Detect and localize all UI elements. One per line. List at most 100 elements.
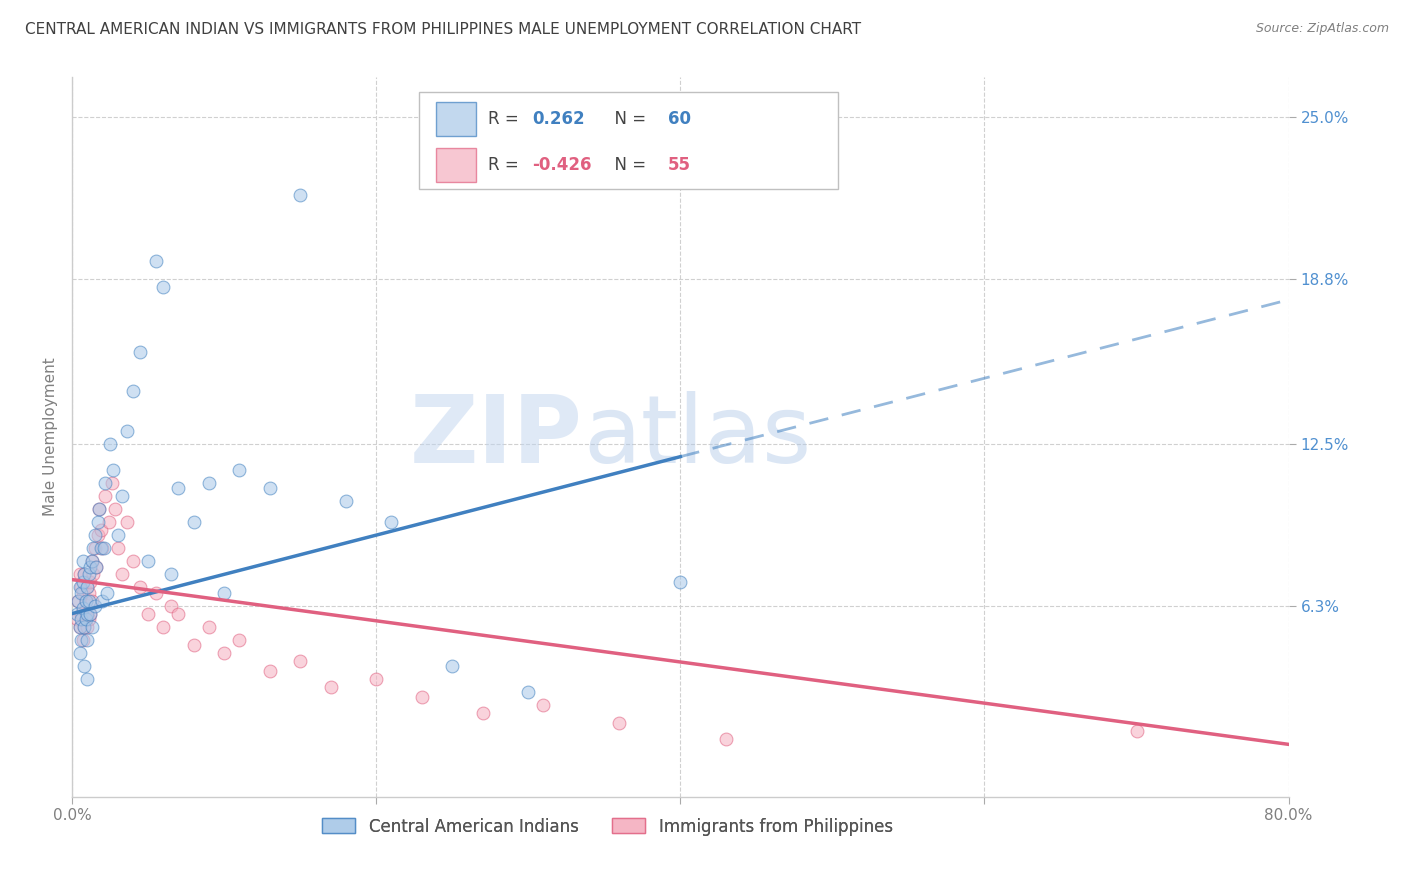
Point xyxy=(145,585,167,599)
Point xyxy=(72,575,94,590)
Point xyxy=(228,463,250,477)
Point xyxy=(115,424,138,438)
Point xyxy=(80,620,103,634)
Text: 0.262: 0.262 xyxy=(531,110,585,128)
Point xyxy=(288,654,311,668)
Point xyxy=(714,732,737,747)
Point xyxy=(69,620,91,634)
Point xyxy=(145,253,167,268)
Point xyxy=(94,475,117,490)
Point xyxy=(212,585,235,599)
Point xyxy=(319,680,342,694)
Point xyxy=(77,567,100,582)
Point xyxy=(90,541,112,556)
Point xyxy=(75,612,97,626)
Point xyxy=(152,620,174,634)
Point xyxy=(65,607,87,621)
Point xyxy=(69,620,91,634)
Point xyxy=(75,593,97,607)
Point xyxy=(75,593,97,607)
Point xyxy=(76,581,98,595)
Point xyxy=(1125,724,1147,739)
Point xyxy=(517,685,540,699)
Point xyxy=(72,554,94,568)
Point xyxy=(76,672,98,686)
Text: ZIP: ZIP xyxy=(411,391,583,483)
Point xyxy=(91,593,114,607)
Point xyxy=(79,607,101,621)
Point xyxy=(73,620,96,634)
Point xyxy=(69,567,91,582)
Text: N =: N = xyxy=(603,110,651,128)
Text: atlas: atlas xyxy=(583,391,811,483)
Point xyxy=(70,632,93,647)
Point xyxy=(73,620,96,634)
Point xyxy=(198,620,221,634)
Point xyxy=(80,554,103,568)
Point xyxy=(69,581,91,595)
Point xyxy=(79,575,101,590)
Point xyxy=(111,567,134,582)
Point xyxy=(152,279,174,293)
Point xyxy=(70,585,93,599)
Point xyxy=(160,567,183,582)
Point xyxy=(471,706,494,720)
Point xyxy=(77,585,100,599)
Point xyxy=(366,672,388,686)
Point xyxy=(89,502,111,516)
Point xyxy=(136,554,159,568)
Y-axis label: Male Unemployment: Male Unemployment xyxy=(44,358,58,516)
Point xyxy=(82,541,104,556)
Point xyxy=(335,494,357,508)
Point xyxy=(70,612,93,626)
Point xyxy=(259,664,281,678)
Point xyxy=(75,607,97,621)
Point xyxy=(76,632,98,647)
Point xyxy=(91,541,114,556)
Text: Source: ZipAtlas.com: Source: ZipAtlas.com xyxy=(1256,22,1389,36)
Point xyxy=(86,559,108,574)
Point xyxy=(259,481,281,495)
Point xyxy=(121,384,143,399)
Point xyxy=(93,541,115,556)
Text: CENTRAL AMERICAN INDIAN VS IMMIGRANTS FROM PHILIPPINES MALE UNEMPLOYMENT CORRELA: CENTRAL AMERICAN INDIAN VS IMMIGRANTS FR… xyxy=(25,22,862,37)
Point xyxy=(100,475,122,490)
Point xyxy=(70,607,93,621)
Point xyxy=(609,716,631,731)
Point xyxy=(72,632,94,647)
Point xyxy=(87,528,110,542)
Point xyxy=(167,481,190,495)
Point xyxy=(183,515,205,529)
Bar xyxy=(436,102,475,136)
Point xyxy=(79,559,101,574)
Point xyxy=(411,690,433,705)
Point xyxy=(121,554,143,568)
Point xyxy=(83,541,105,556)
Point xyxy=(107,541,129,556)
Point xyxy=(77,593,100,607)
Point xyxy=(83,528,105,542)
Point xyxy=(69,646,91,660)
Point xyxy=(98,436,121,450)
Point xyxy=(76,581,98,595)
Point xyxy=(76,620,98,634)
Point xyxy=(101,463,124,477)
Text: 60: 60 xyxy=(668,110,692,128)
Point xyxy=(160,599,183,613)
Point xyxy=(67,593,90,607)
Text: R =: R = xyxy=(488,110,524,128)
Point xyxy=(86,559,108,574)
Point xyxy=(70,581,93,595)
Point xyxy=(65,612,87,626)
Point xyxy=(72,601,94,615)
Point xyxy=(89,502,111,516)
Text: 55: 55 xyxy=(668,155,692,174)
Point xyxy=(111,489,134,503)
Point xyxy=(94,489,117,503)
Point xyxy=(183,638,205,652)
Point xyxy=(80,554,103,568)
Point xyxy=(288,188,311,202)
Point xyxy=(104,502,127,516)
Point xyxy=(73,567,96,582)
Legend: Central American Indians, Immigrants from Philippines: Central American Indians, Immigrants fro… xyxy=(315,811,900,842)
